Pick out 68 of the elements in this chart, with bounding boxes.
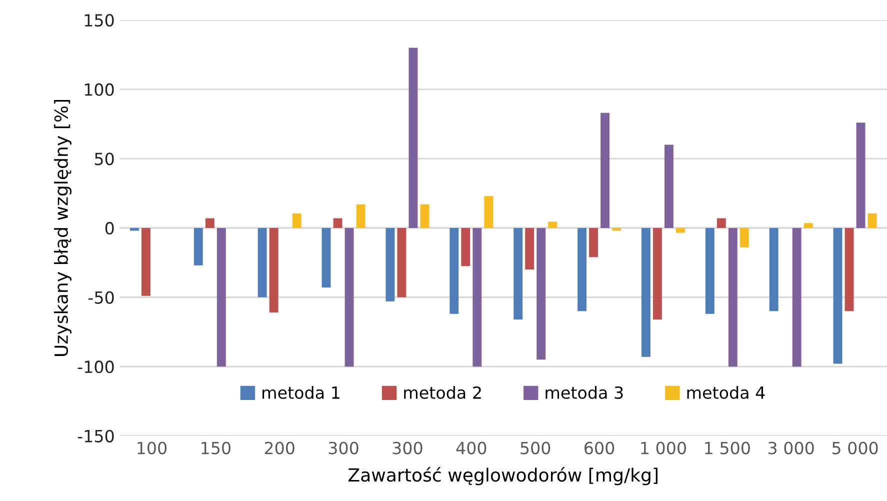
bar: [333, 218, 342, 228]
y-tick-label: -50: [88, 291, 114, 304]
bar: [833, 228, 842, 364]
x-tick-label: 500: [520, 442, 550, 454]
legend-label: metoda 1: [262, 386, 340, 399]
bar: [676, 228, 685, 233]
bar: [525, 228, 534, 270]
x-tick-label: 300: [328, 442, 358, 454]
bar: [484, 196, 494, 228]
bar: [450, 228, 459, 314]
bar: [130, 228, 139, 231]
bar: [589, 228, 598, 258]
bar: [804, 223, 813, 228]
bar: [292, 213, 302, 228]
bar: [461, 228, 470, 266]
y-tick-label: 100: [84, 83, 114, 96]
x-axis-title: Zawartość węglowodorów [mg/kg]: [348, 467, 658, 486]
bar: [716, 218, 726, 228]
y-tick-label: -150: [78, 430, 114, 442]
bar: [216, 228, 226, 367]
bar: [344, 228, 354, 367]
bar: [664, 144, 674, 228]
bar: [612, 228, 622, 231]
y-tick-label: 50: [94, 152, 114, 166]
x-tick-label: 600: [584, 442, 614, 454]
bar: [868, 213, 877, 228]
x-tick-label: 150: [202, 442, 230, 454]
bar: [641, 228, 650, 357]
x-tick-label: 300: [392, 442, 422, 454]
x-tick-label: 400: [456, 442, 486, 454]
x-tick-label: 1 000: [641, 442, 686, 454]
bar: [740, 228, 749, 248]
bar: [420, 204, 430, 228]
legend-label: metoda 3: [546, 386, 623, 399]
bar: [844, 228, 854, 312]
bar: [728, 228, 738, 367]
bar: [769, 228, 778, 312]
bar: [792, 228, 802, 367]
x-tick-label: 200: [264, 442, 294, 454]
bar: [269, 228, 278, 313]
bar: [322, 228, 331, 288]
bar: [856, 122, 866, 228]
bar: [141, 228, 150, 296]
bar: [514, 228, 523, 320]
bar: [548, 222, 558, 228]
bar: [386, 228, 395, 302]
bar: [205, 218, 214, 228]
y-axis-title: Uzyskany błąd względny [%]: [54, 100, 72, 356]
bar: [356, 204, 366, 228]
y-tick-label: 150: [84, 14, 114, 27]
x-tick-label: 100: [138, 442, 167, 454]
bar: [408, 48, 418, 228]
bar: [472, 228, 482, 367]
bar: [578, 228, 586, 312]
bar: [194, 228, 203, 266]
bar: [600, 112, 610, 228]
bar: [705, 228, 714, 314]
y-tick-label: -100: [78, 360, 114, 374]
bar: [652, 228, 662, 320]
y-tick-label: 0: [105, 222, 114, 235]
bar: [536, 228, 546, 360]
legend-label: metoda 2: [404, 386, 481, 399]
bar: [258, 228, 267, 298]
x-tick-label: 5 000: [832, 442, 878, 454]
bar: [397, 228, 406, 298]
x-tick-label: 1 500: [705, 442, 750, 454]
x-tick-label: 3 000: [768, 442, 814, 454]
legend-label: metoda 4: [687, 386, 765, 399]
